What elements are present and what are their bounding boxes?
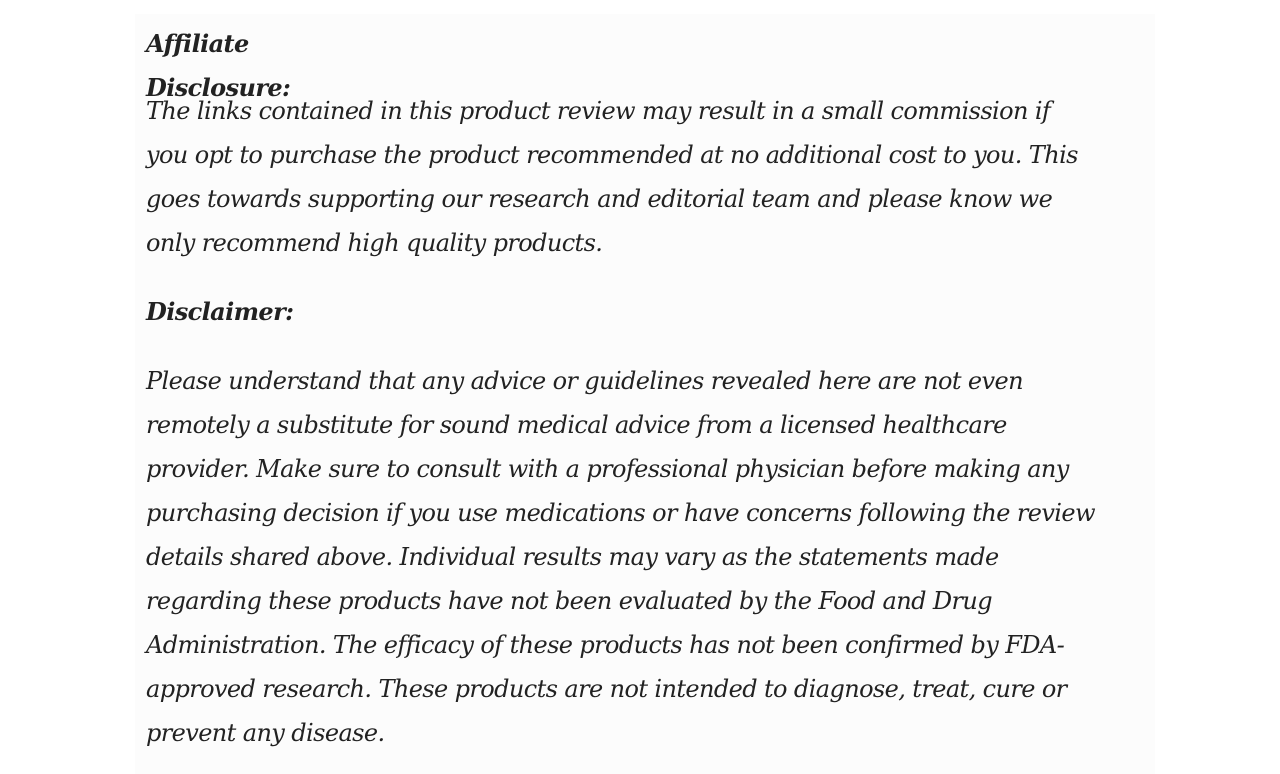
text-line: prevent any disease. bbox=[146, 719, 385, 747]
disclaimer-text: Please understand that any advice or gui… bbox=[146, 359, 1096, 755]
text-line: The links contained in this product revi… bbox=[146, 97, 1051, 125]
text-line: goes towards supporting our research and… bbox=[146, 185, 1053, 213]
text-line: remotely a substitute for sound medical … bbox=[146, 411, 1007, 439]
affiliate-disclosure-text: The links contained in this product revi… bbox=[146, 89, 1078, 265]
disclosure-box bbox=[135, 14, 1155, 774]
text-line: provider. Make sure to consult with a pr… bbox=[146, 455, 1069, 483]
disclaimer-heading: Disclaimer: bbox=[146, 297, 294, 326]
text-line: only recommend high quality products. bbox=[146, 229, 603, 257]
text-line: details shared above. Individual results… bbox=[146, 543, 999, 571]
text-line: approved research. These products are no… bbox=[146, 675, 1067, 703]
affiliate-disclosure-heading: Affiliate Disclosure: bbox=[146, 29, 291, 102]
text-line: Administration. The efficacy of these pr… bbox=[146, 631, 1065, 659]
text-line: regarding these products have not been e… bbox=[146, 587, 993, 615]
text-line: purchasing decision if you use medicatio… bbox=[146, 499, 1096, 527]
text-line: Please understand that any advice or gui… bbox=[146, 367, 1024, 395]
text-line: you opt to purchase the product recommen… bbox=[146, 141, 1078, 169]
